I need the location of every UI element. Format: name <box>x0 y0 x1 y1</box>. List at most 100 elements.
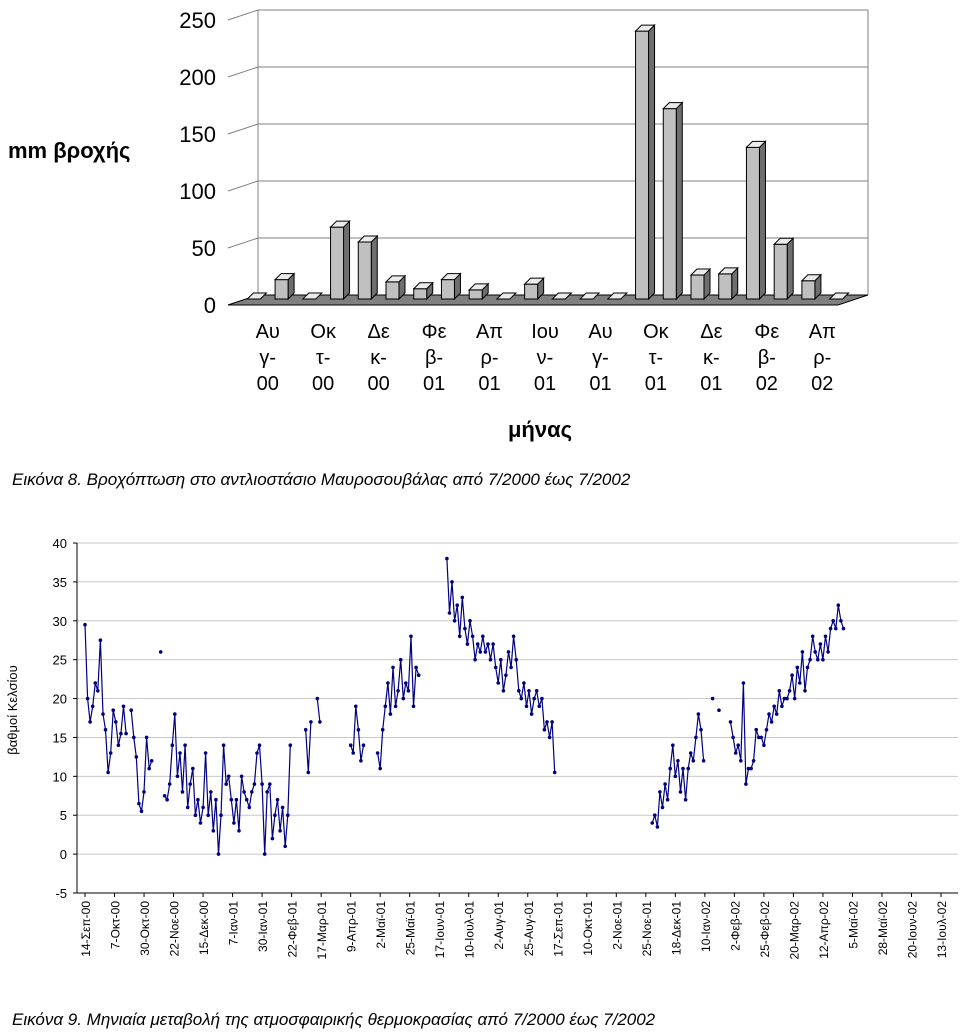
temperature-y-tick-label: 5 <box>60 808 67 823</box>
temperature-point <box>361 743 366 747</box>
rainfall-y-tick-label: 150 <box>179 122 216 147</box>
temperature-point <box>676 759 680 763</box>
rainfall-gridline-side <box>227 123 259 135</box>
temperature-line-segment <box>446 558 556 773</box>
temperature-point <box>401 696 406 701</box>
temperature-point <box>785 696 789 701</box>
temperature-point <box>527 689 531 693</box>
temperature-point <box>650 821 654 825</box>
temperature-x-tick-label: 20-Μαρ-02 <box>787 901 801 960</box>
temperature-x-tick-label: 30-Οκτ-00 <box>138 901 152 956</box>
temperature-point <box>762 743 766 747</box>
temperature-point <box>119 731 123 736</box>
temperature-point <box>275 797 280 802</box>
temperature-point <box>542 727 547 732</box>
rainfall-bar-face <box>773 243 788 300</box>
temperature-point <box>250 790 254 794</box>
rainfall-bar-top <box>745 140 767 148</box>
temperature-point <box>188 782 192 786</box>
temperature-point <box>129 708 133 712</box>
temperature-point <box>232 821 236 825</box>
temperature-point <box>286 813 290 817</box>
rainfall-y-tick-label: 0 <box>204 293 216 318</box>
temperature-point <box>108 751 113 755</box>
temperature-point <box>375 751 380 755</box>
temperature-point <box>348 743 353 747</box>
temperature-point <box>96 689 100 693</box>
temperature-point <box>836 603 841 607</box>
temperature-point <box>831 619 835 623</box>
temperature-point <box>701 759 706 763</box>
rainfall-x-tick-label: Φε β-01 <box>422 321 447 395</box>
temperature-line-segment <box>377 636 420 769</box>
temperature-point <box>813 650 817 654</box>
temperature-point <box>406 689 411 693</box>
temperature-point <box>106 770 110 775</box>
temperature-point <box>694 735 698 740</box>
temperature-point <box>754 727 758 732</box>
temperature-line-segment <box>729 605 845 785</box>
temperature-point <box>481 634 485 639</box>
temperature-series <box>83 556 846 856</box>
rainfall-x-tick-label: Φε β-02 <box>754 321 779 395</box>
temperature-point <box>741 681 746 685</box>
temperature-point <box>101 712 105 716</box>
rainfall-bar <box>828 292 850 300</box>
temperature-x-tick-label: 22-Φεβ-01 <box>286 901 300 958</box>
temperature-point <box>149 759 154 763</box>
temperature-x-tick-label: 9-Απρ-01 <box>345 901 359 952</box>
rainfall-bar-face <box>330 226 345 300</box>
temperature-point <box>746 766 751 771</box>
temperature-x-tick-label: 18-Δεκ-01 <box>669 901 683 955</box>
temperature-point <box>142 790 146 794</box>
temperature-point <box>696 712 701 716</box>
temperature-point <box>733 751 738 755</box>
figure-9-caption: Εικόνα 9. Μηνιαία μεταβολή της ατμοσφαιρ… <box>12 1010 656 1029</box>
temperature-point <box>821 657 825 662</box>
temperature-point <box>226 774 231 779</box>
temperature-point <box>688 751 693 755</box>
rainfall-bar-face <box>662 108 677 300</box>
temperature-gridlines <box>73 542 958 897</box>
temperature-point <box>468 619 472 623</box>
temperature-point <box>132 735 136 740</box>
rainfall-x-tick-label: Δε κ-00 <box>367 321 389 395</box>
temperature-point <box>744 782 748 786</box>
temperature-point <box>460 595 465 600</box>
temperature-point <box>98 638 103 642</box>
rainfall-bar-face <box>635 30 650 300</box>
temperature-point <box>673 774 678 779</box>
rainfall-x-tick-labels: Αυ γ-00 Οκ τ-00 Δε κ-00 Φε β-01 Απ ρ-01 Ιου ν-01 Αυ γ… <box>256 321 836 395</box>
rainfall-bar-side <box>675 101 683 301</box>
temperature-point <box>671 743 675 747</box>
rainfall-y-tick-labels: 0 50 100 150 200 250 <box>179 8 216 318</box>
temperature-point <box>354 704 358 709</box>
temperature-point <box>506 650 511 654</box>
rainfall-bar-face <box>357 241 372 300</box>
temperature-x-tick-labels: 14-Σεπ-00 7-Οκτ-00 30-Οκτ-00 22-Νοε-00 15-Δε… <box>79 901 949 960</box>
temperature-x-tick-label: 7-Ιαν-01 <box>227 901 241 946</box>
temperature-x-tick-label: 15-Δεκ-00 <box>197 901 211 955</box>
temperature-point <box>529 712 534 716</box>
rainfall-bar-face <box>801 280 816 300</box>
temperature-point <box>452 619 457 623</box>
temperature-point <box>283 844 288 849</box>
rainfall-y-axis-title: mm βροχής <box>8 138 130 163</box>
temperature-y-tick-label: 20 <box>53 692 67 707</box>
temperature-point <box>165 797 169 802</box>
rainfall-bar-zero <box>551 292 573 300</box>
temperature-point <box>777 689 782 693</box>
temperature-point <box>493 665 498 670</box>
temperature-point <box>224 782 228 786</box>
rainfall-bar-side <box>758 140 766 301</box>
temperature-y-tick-label: 40 <box>53 536 67 551</box>
rainfall-y-tick-label: 250 <box>179 8 216 33</box>
temperature-point <box>488 657 493 662</box>
temperature-point <box>404 681 408 685</box>
rainfall-bar-top <box>717 267 739 275</box>
temperature-x-tick-label: 12-Απρ-02 <box>817 901 831 959</box>
temperature-point <box>414 665 418 670</box>
rainfall-bar-top <box>523 277 545 285</box>
rainfall-bar-top <box>384 275 407 283</box>
temperature-point <box>216 852 221 856</box>
